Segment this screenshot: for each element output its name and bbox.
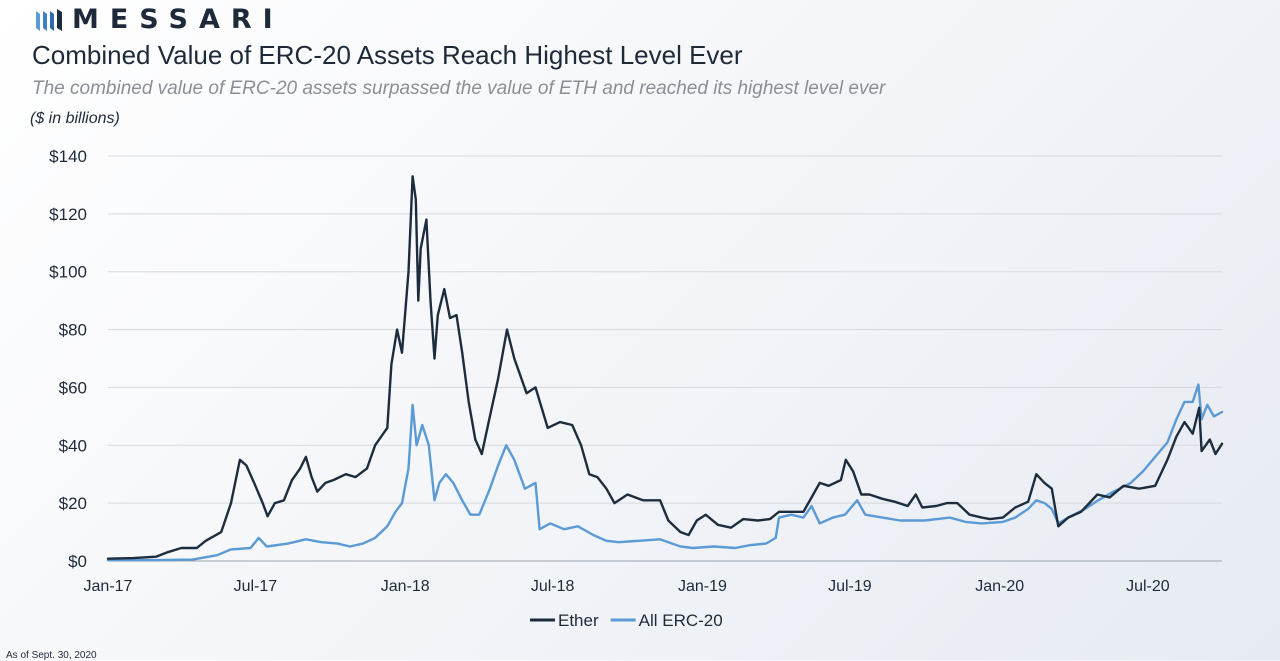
y-axis-ticks: $0 $20 $40 $60 $80 $100 $120 $140 bbox=[49, 147, 87, 571]
series-line-all-erc-20 bbox=[106, 383, 1224, 562]
y-axis-unit-label: ($ in billions) bbox=[30, 110, 120, 127]
x-tick-label: Jan-17 bbox=[84, 578, 133, 595]
y-tick-label: $80 bbox=[59, 321, 87, 340]
legend-label: All ERC-20 bbox=[639, 611, 723, 630]
brand-name: MESSARI bbox=[72, 4, 284, 35]
y-tick-label: $0 bbox=[68, 552, 87, 571]
y-tick-label: $20 bbox=[59, 494, 87, 513]
series-lines bbox=[106, 175, 1224, 562]
legend-label: Ether bbox=[558, 611, 599, 630]
y-tick-label: $40 bbox=[59, 436, 87, 455]
y-tick-label: $60 bbox=[59, 378, 87, 397]
gridlines bbox=[108, 155, 1222, 562]
y-tick-label: $100 bbox=[49, 263, 87, 282]
y-tick-label: $120 bbox=[49, 205, 87, 224]
x-tick-label: Jan-19 bbox=[678, 578, 727, 595]
chart-subtitle: The combined value of ERC-20 assets surp… bbox=[32, 78, 886, 99]
x-tick-label: Jan-18 bbox=[381, 578, 430, 595]
legend: Ether All ERC-20 bbox=[530, 611, 723, 630]
series-line-ether bbox=[106, 175, 1224, 560]
x-tick-label: Jul-20 bbox=[1126, 578, 1170, 595]
x-tick-label: Jul-18 bbox=[531, 578, 575, 595]
x-axis-ticks: Jan-17 Jul-17 Jan-18 Jul-18 Jan-19 Jul-19 Jan-… bbox=[84, 578, 1170, 595]
messari-logo-icon bbox=[36, 8, 62, 31]
x-tick-label: Jul-19 bbox=[828, 578, 872, 595]
x-tick-label: Jul-17 bbox=[234, 578, 278, 595]
y-tick-label: $140 bbox=[49, 147, 87, 166]
footnote: As of Sept. 30, 2020 bbox=[6, 650, 97, 661]
chart-title: Combined Value of ERC-20 Assets Reach Hi… bbox=[32, 40, 743, 70]
x-tick-label: Jan-20 bbox=[975, 578, 1024, 595]
brand-logo: MESSARI bbox=[34, 4, 284, 35]
